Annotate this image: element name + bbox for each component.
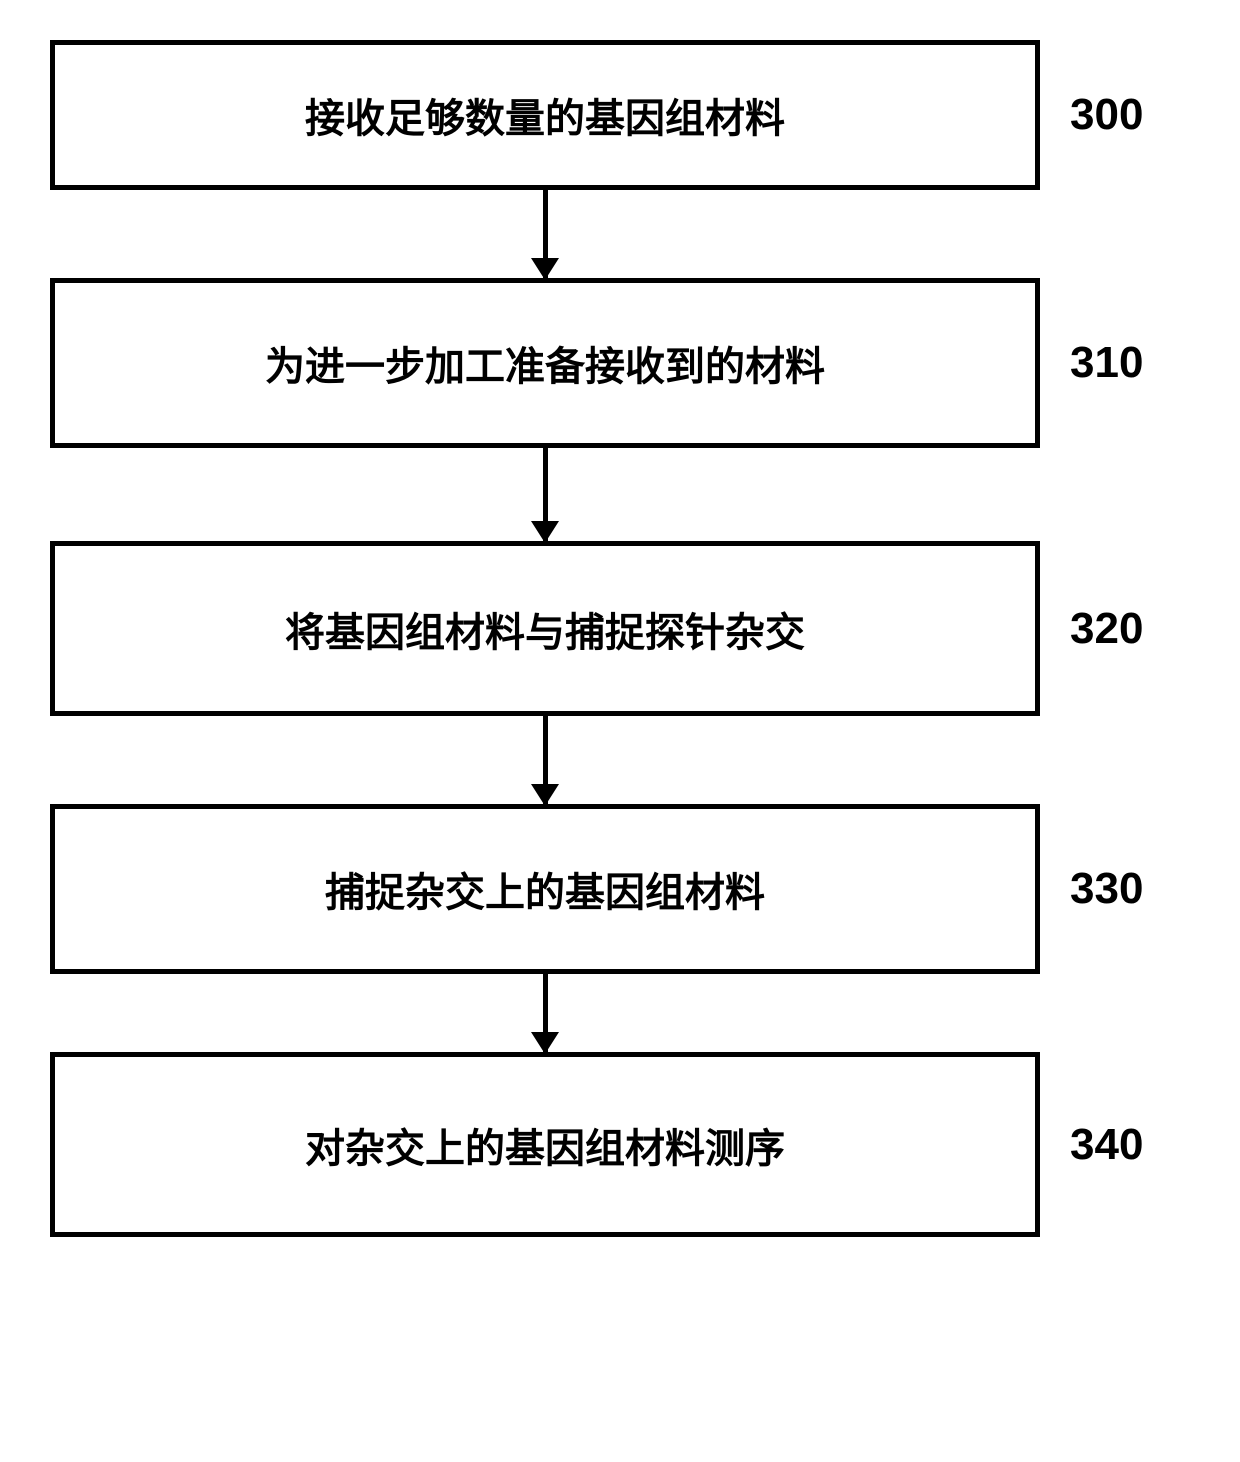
- arrow-container-3: [50, 974, 1040, 1052]
- arrow-container-0: [50, 190, 1040, 278]
- step-text-330: 捕捉杂交上的基因组材料: [325, 860, 765, 918]
- step-text-300: 接收足够数量的基因组材料: [305, 86, 785, 144]
- step-label-310: 310: [1070, 338, 1143, 388]
- step-row-300: 接收足够数量的基因组材料 300: [50, 40, 1190, 190]
- arrow-container-1: [50, 448, 1040, 541]
- step-label-300: 300: [1070, 90, 1143, 140]
- step-row-320: 将基因组材料与捕捉探针杂交 320: [50, 541, 1190, 716]
- step-row-340: 对杂交上的基因组材料测序 340: [50, 1052, 1190, 1237]
- flowchart-container: 接收足够数量的基因组材料 300 为进一步加工准备接收到的材料 310 将基因组…: [50, 40, 1190, 1237]
- step-label-340: 340: [1070, 1120, 1143, 1170]
- step-box-320: 将基因组材料与捕捉探针杂交: [50, 541, 1040, 716]
- arrow-head-3: [531, 1032, 559, 1054]
- arrow-head-1: [531, 521, 559, 543]
- step-box-310: 为进一步加工准备接收到的材料: [50, 278, 1040, 448]
- arrow-2: [543, 716, 548, 804]
- step-box-340: 对杂交上的基因组材料测序: [50, 1052, 1040, 1237]
- arrow-container-2: [50, 716, 1040, 804]
- step-box-330: 捕捉杂交上的基因组材料: [50, 804, 1040, 974]
- arrow-head-0: [531, 258, 559, 280]
- step-box-300: 接收足够数量的基因组材料: [50, 40, 1040, 190]
- step-text-340: 对杂交上的基因组材料测序: [305, 1116, 785, 1174]
- step-text-320: 将基因组材料与捕捉探针杂交: [285, 600, 805, 658]
- arrow-1: [543, 448, 548, 541]
- arrow-head-2: [531, 784, 559, 806]
- step-label-330: 330: [1070, 864, 1143, 914]
- step-text-310: 为进一步加工准备接收到的材料: [265, 334, 825, 392]
- arrow-3: [543, 974, 548, 1052]
- step-row-310: 为进一步加工准备接收到的材料 310: [50, 278, 1190, 448]
- step-row-330: 捕捉杂交上的基因组材料 330: [50, 804, 1190, 974]
- step-label-320: 320: [1070, 604, 1143, 654]
- arrow-0: [543, 190, 548, 278]
